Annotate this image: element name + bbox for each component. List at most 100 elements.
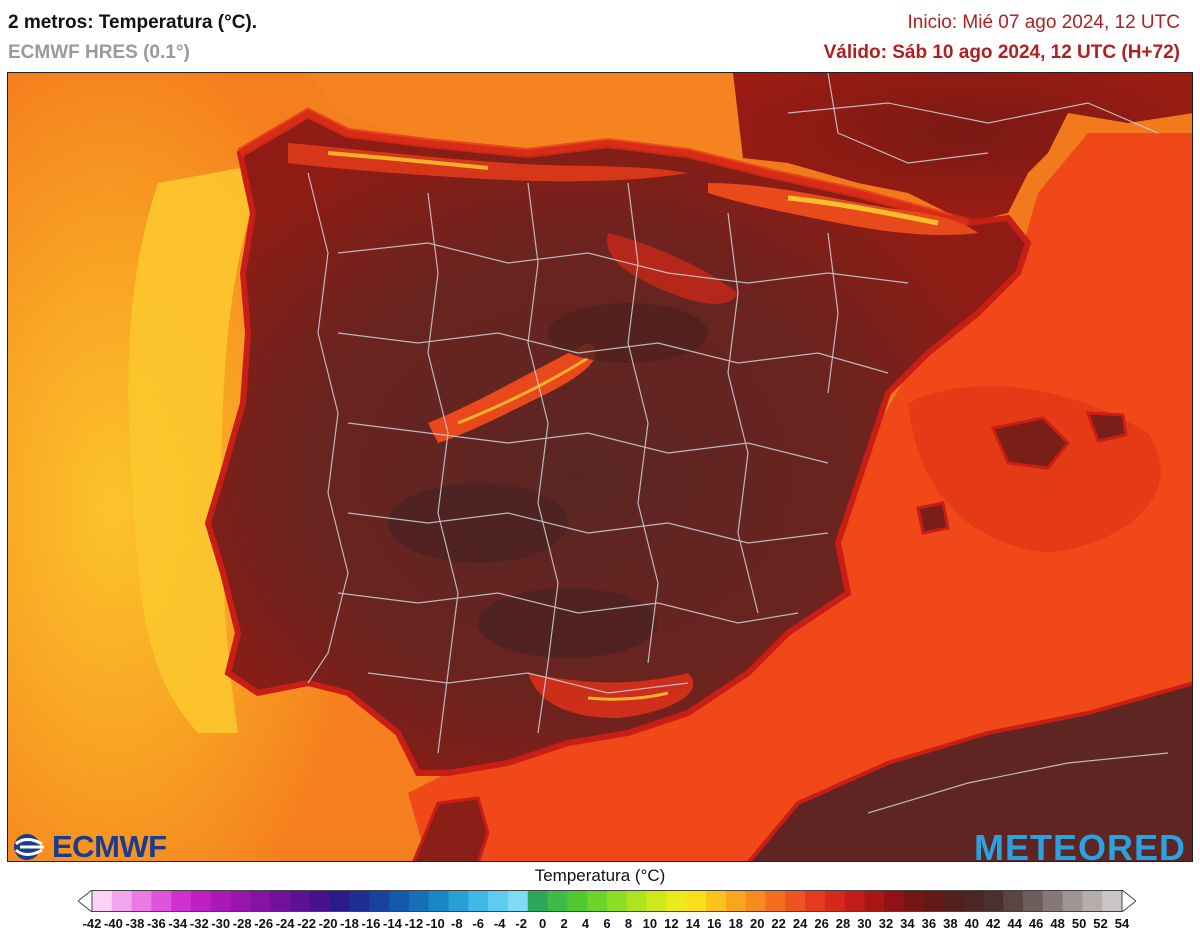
colorbar-cell	[646, 890, 667, 912]
colorbar-cell	[1062, 890, 1083, 912]
colorbar-cell	[1082, 890, 1103, 912]
guadiana-hot-zone	[388, 483, 568, 563]
colorbar-tick-label: -8	[451, 916, 463, 931]
colorbar-cell	[1003, 890, 1024, 912]
colorbar-tick-label: 22	[771, 916, 786, 931]
colorbar-cell	[587, 890, 608, 912]
valid-time: Válido: Sáb 10 ago 2024, 12 UTC (H+72)	[823, 42, 1180, 63]
colorbar-tick-label: -6	[472, 916, 485, 931]
colorbar-cell	[844, 890, 865, 912]
cantabrian-range	[288, 143, 688, 182]
colorbar-tick-label: -42	[82, 916, 102, 931]
colorbar-tick-label: 20	[749, 916, 765, 931]
ibiza	[916, 501, 950, 535]
colorbar-tick-label: -22	[297, 916, 316, 931]
colorbar-tick-label: 48	[1050, 916, 1065, 931]
central-system-peaks	[457, 356, 589, 425]
colorbar-tick-label: -2	[515, 916, 527, 931]
colorbar-cell	[666, 890, 687, 912]
colorbar-cell	[983, 890, 1004, 912]
colorbar-tick-label: -38	[125, 916, 145, 931]
colorbar-cell	[488, 890, 509, 912]
colorbar-cell	[191, 890, 212, 912]
colorbar-cell	[567, 890, 588, 912]
colorbar-tick-label: -20	[318, 916, 338, 931]
colorbar-cell	[963, 890, 984, 912]
ecmwf-logo: ECMWF	[12, 829, 167, 862]
colorbar-tick-label: -28	[232, 916, 252, 931]
colorbar-tick-label: 6	[603, 916, 611, 931]
north-africa-land	[747, 681, 1192, 861]
map-canvas	[8, 73, 1192, 861]
colorbar	[78, 890, 1136, 912]
colorbar-cell	[369, 890, 390, 912]
colorbar-tick-label: -30	[211, 916, 231, 931]
colorbar-ticks: -42 -40 -38 -36 -34 -32 -30 -28 -26 -24 -22 -20 -18-…	[83, 916, 1130, 934]
colorbar-cell	[210, 890, 232, 912]
pyrenees-peaks	[787, 195, 939, 226]
administrative-borders	[307, 73, 1169, 814]
colorbar-tick-label: -4	[493, 916, 506, 931]
colorbar-cell	[943, 890, 965, 912]
legend-title: Temperatura (°C)	[534, 866, 666, 885]
colorbar-tick-label: -34	[168, 916, 188, 931]
iberian-system	[607, 233, 738, 304]
colorbar-tick-label: 4	[581, 916, 590, 931]
colorbar-cell	[230, 890, 251, 912]
colorbar-tick-label: 40	[964, 916, 980, 931]
colorbar-tick-label: 28	[835, 916, 851, 931]
pyrenees	[708, 183, 978, 235]
colorbar-cell	[92, 890, 113, 912]
colorbar-tick-label: -12	[404, 916, 424, 931]
colorbar-tick-label: 10	[642, 916, 658, 931]
colorbar-cell	[884, 890, 905, 912]
colorbar-tick-label: 2	[560, 916, 568, 931]
colorbar-cell	[765, 890, 786, 912]
map-title: 2 metros: Temperatura (°C).	[8, 12, 258, 33]
colorbar-right-arrow	[1121, 890, 1136, 912]
colorbar-cell	[428, 890, 450, 912]
colorbar-tick-label: 44	[1007, 916, 1022, 931]
betic-system	[528, 673, 694, 718]
colorbar-tick-label: -26	[254, 916, 274, 931]
colorbar-cell	[1042, 890, 1064, 912]
colorbar-cell	[745, 890, 766, 912]
sierra-nevada-peaks	[587, 691, 669, 701]
mediterranean-sea	[408, 133, 1192, 861]
france-land	[733, 73, 1192, 223]
ecmwf-logo-text: ECMWF	[52, 829, 167, 862]
colorbar-tick-label: 26	[814, 916, 829, 931]
colorbar-tick-label: -32	[189, 916, 209, 931]
colorbar-tick-label: 34	[900, 916, 915, 931]
menorca	[1085, 411, 1128, 443]
colorbar-tick-label: 36	[921, 916, 937, 931]
colorbar-tick-label: 54	[1114, 916, 1130, 931]
colorbar-tick-label: 8	[624, 916, 633, 931]
colorbar-cell	[1102, 890, 1123, 912]
colorbar-cell	[408, 890, 430, 912]
colorbar-cell	[151, 890, 172, 912]
colorbar-tick-label: 24	[792, 916, 808, 931]
colorbar-cell	[329, 890, 350, 912]
ebro-hot-zone	[548, 303, 708, 363]
colorbar-tick-label: -14	[383, 916, 402, 931]
colorbar-cell	[448, 890, 469, 912]
guadalquivir-hot-zone	[478, 588, 658, 658]
colorbar-left-arrow	[78, 890, 93, 912]
meteored-logo: METEORED	[973, 827, 1186, 862]
colorbar-cell	[290, 890, 311, 912]
colorbar-cell	[864, 890, 885, 912]
colorbar-cell	[111, 890, 133, 912]
temperature-map[interactable]: ECMWF METEORED	[7, 72, 1193, 862]
colorbar-tick-label: 42	[986, 916, 1001, 931]
north-coast-fringe	[237, 107, 970, 228]
colorbar-cell	[349, 890, 370, 912]
colorbar-cell	[171, 890, 192, 912]
ecmwf-logo-icon	[14, 834, 44, 860]
colorbar-cell	[270, 890, 291, 912]
colorbar-tick-label: -10	[425, 916, 445, 931]
colorbar-cell	[1022, 890, 1044, 912]
colorbar-tick-label: -16	[361, 916, 381, 931]
colorbar-tick-label: 16	[707, 916, 722, 931]
colorbar-tick-label: 30	[857, 916, 872, 931]
